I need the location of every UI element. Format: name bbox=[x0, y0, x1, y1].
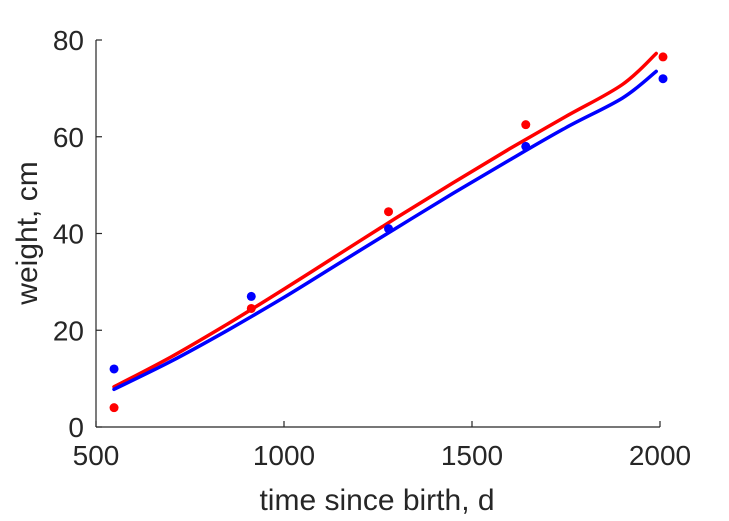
x-tick-label: 500 bbox=[73, 440, 120, 471]
x-tick-label: 1000 bbox=[253, 440, 315, 471]
data-point-1 bbox=[384, 207, 394, 217]
data-point-1 bbox=[658, 52, 668, 62]
plot-area: 500 1000 1500 2000 0 20 40 60 80 bbox=[53, 25, 691, 471]
data-point-1 bbox=[109, 403, 119, 413]
fit-curve-1 bbox=[112, 51, 658, 389]
y-tick-label: 60 bbox=[53, 122, 84, 153]
data-point-2 bbox=[521, 141, 531, 151]
data-point-1 bbox=[246, 303, 256, 313]
y-tick-label: 0 bbox=[68, 412, 84, 443]
y-tick-label: 40 bbox=[53, 219, 84, 250]
x-axis-label: time since birth, d bbox=[259, 484, 494, 517]
y-tick-label: 80 bbox=[53, 25, 84, 56]
data-point-2 bbox=[658, 74, 668, 84]
y-axis-label: weight, cm bbox=[11, 161, 44, 305]
y-tick-label: 20 bbox=[53, 315, 84, 346]
ticks: 500 1000 1500 2000 0 20 40 60 80 bbox=[53, 25, 691, 471]
data-point-2 bbox=[384, 224, 394, 234]
data-point-2 bbox=[246, 291, 256, 301]
data-point-1 bbox=[521, 120, 531, 130]
x-tick-label: 1500 bbox=[441, 440, 503, 471]
x-tick-label: 2000 bbox=[629, 440, 691, 471]
fit-curves bbox=[112, 51, 658, 392]
data-points bbox=[109, 52, 668, 413]
fit-curve-2 bbox=[112, 69, 658, 392]
data-point-2 bbox=[109, 364, 119, 374]
